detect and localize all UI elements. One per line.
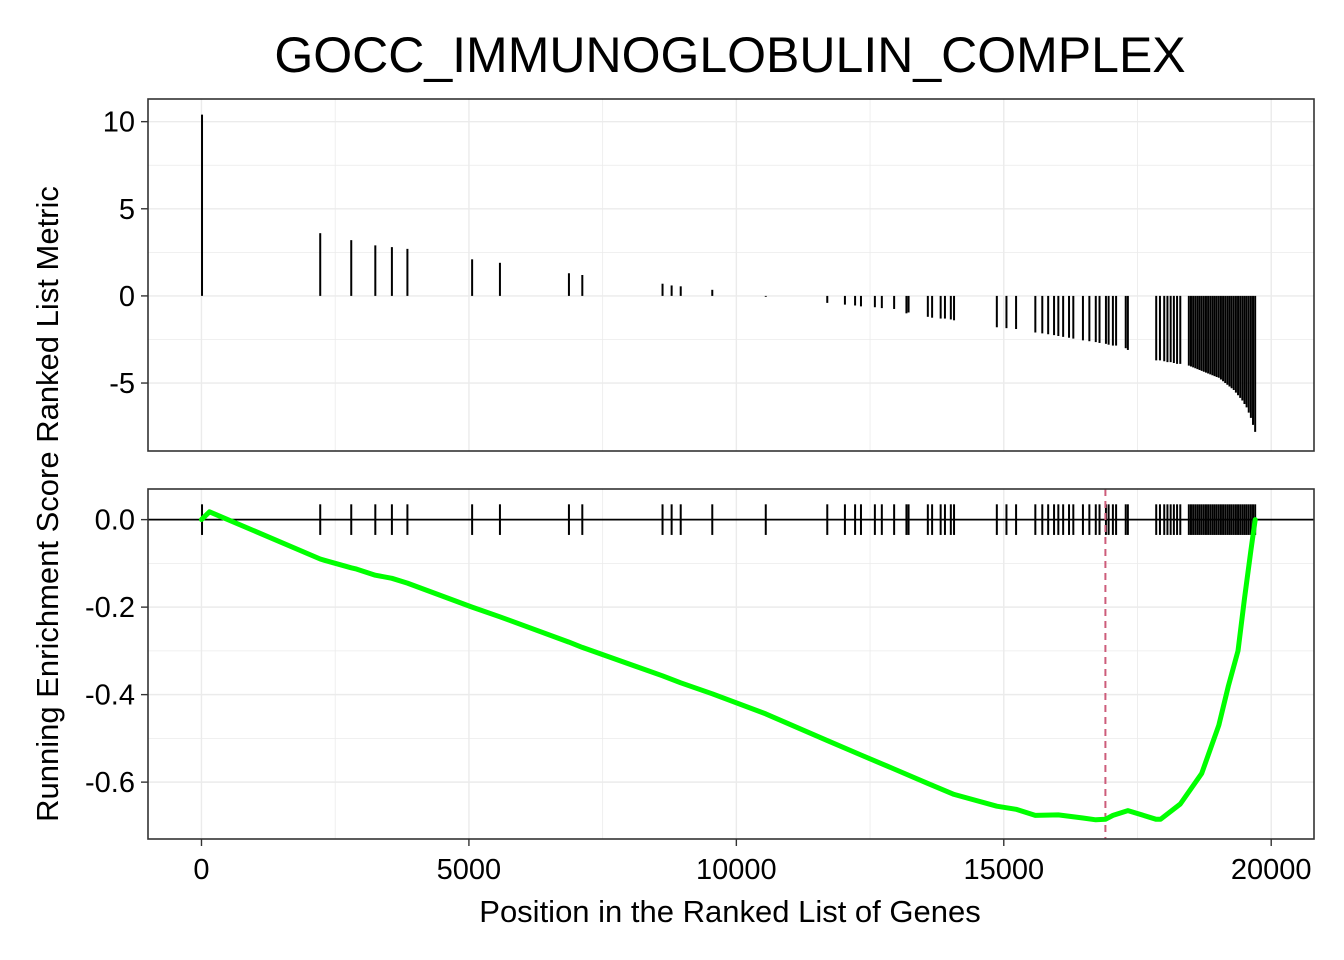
y-tick-label: 10 [103,107,135,139]
y-tick-label: -0.2 [85,592,135,624]
x-tick-label: 0 [193,854,209,886]
y-axis-label: Running Enrichment Score Ranked List Met… [30,186,65,822]
y-tick-label: -5 [109,368,135,400]
ranked-metric-panel: 10 5 0 -5 [103,98,1315,452]
chart-title: GOCC_IMMUNOGLOBULIN_COMPLEX [274,27,1185,83]
x-tick-label: 5000 [437,854,502,886]
x-tick-label: 15000 [963,854,1044,886]
y-tick-label: -0.4 [85,680,135,712]
x-tick-label: 10000 [696,854,777,886]
panel-border [147,488,1315,840]
running-score-panel: 0.0 -0.2 -0.4 -0.6 0 5000 10000 15000 20000 [85,488,1315,886]
running-score-line [199,509,1258,823]
y-tick-label: 0 [119,281,135,313]
y-tick-label: -0.6 [85,767,135,799]
panel-border [147,98,1315,452]
y-tick-label: 0.0 [95,505,135,537]
y-tick-label: 5 [119,194,135,226]
x-axis-label: Position in the Ranked List of Genes [479,894,980,929]
x-tick-label: 20000 [1231,854,1312,886]
